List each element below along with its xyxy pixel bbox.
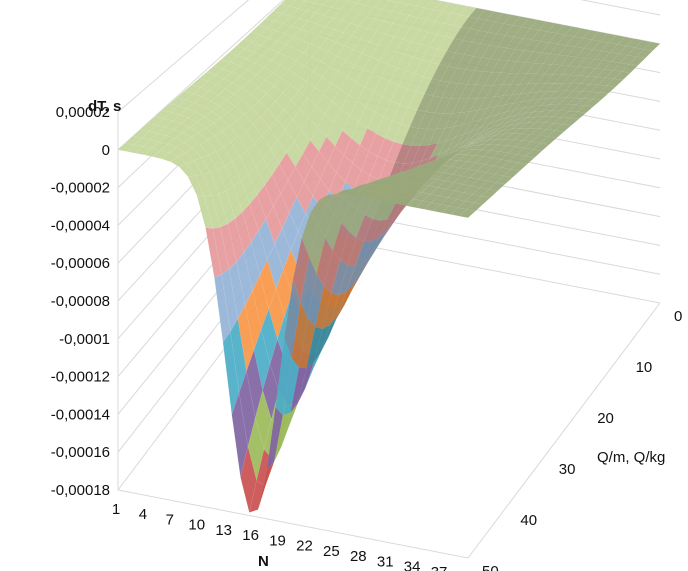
x-tick-label: 40 xyxy=(458,569,475,571)
z-tick-label: 0,00002 xyxy=(56,104,110,121)
z-axis-title: dT, s xyxy=(88,98,121,115)
y-axis-title: Q/m, Q/kg xyxy=(597,449,665,466)
x-axis-title: N xyxy=(258,553,269,570)
z-tick-label: -0,00012 xyxy=(51,369,110,386)
z-tick-label: -0,00014 xyxy=(51,406,110,423)
z-axis-ticks: 0,00002 0 -0,00002 -0,00004 -0,00006 -0,00008… xyxy=(51,104,110,499)
floor-edge xyxy=(117,302,661,559)
surface-cell xyxy=(458,209,476,218)
y-tick-label: 10 xyxy=(636,359,653,376)
x-tick-label: 1 xyxy=(112,501,120,518)
z-tick-label: -0,0001 xyxy=(59,331,110,348)
y-tick-label: 0 xyxy=(674,308,682,325)
z-tick-label: -0,00008 xyxy=(51,293,110,310)
z-tick-label: -0,00006 xyxy=(51,255,110,272)
x-tick-label: 7 xyxy=(166,511,174,528)
y-tick-label: 20 xyxy=(597,410,614,427)
y-tick-label: 50 xyxy=(482,563,499,571)
x-tick-label: 10 xyxy=(188,517,205,534)
x-tick-label: 28 xyxy=(350,548,367,565)
z-tick-label: -0,00002 xyxy=(51,180,110,197)
gridline xyxy=(117,234,661,491)
x-tick-label: 34 xyxy=(404,559,421,571)
z-tick-label: -0,00018 xyxy=(51,482,110,499)
y-tick-label: 40 xyxy=(520,512,537,529)
z-tick-label: -0,00004 xyxy=(51,217,110,234)
gridline xyxy=(117,205,661,453)
z-tick-label: -0,00016 xyxy=(51,444,110,461)
gridline xyxy=(117,0,661,113)
x-tick-label: 31 xyxy=(377,553,394,570)
x-tick-label: 25 xyxy=(323,543,340,560)
surface-plot xyxy=(117,0,661,513)
x-tick-label: 37 xyxy=(431,564,448,571)
z-tick-label: 0 xyxy=(102,142,110,159)
y-tick-label: 30 xyxy=(559,461,576,478)
y-axis-ticks: 0 10 20 30 40 50 xyxy=(482,308,682,571)
x-tick-label: 16 xyxy=(242,527,259,544)
x-tick-label: 13 xyxy=(215,522,232,539)
x-tick-label: 22 xyxy=(296,538,313,555)
x-tick-label: 19 xyxy=(269,532,286,549)
x-tick-label: 4 xyxy=(139,506,147,523)
x-axis-ticks: 1 4 7 10 13 16 19 22 25 28 31 34 37 40 xyxy=(112,501,475,571)
